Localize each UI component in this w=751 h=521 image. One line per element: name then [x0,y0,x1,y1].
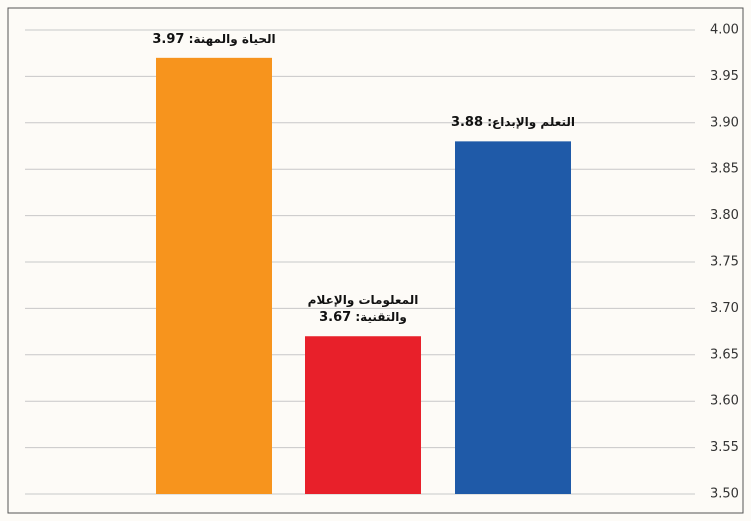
bar [455,141,571,495]
bar-label: المعلومات والإعلام والتقنية: 3.67 [303,292,423,326]
y-tick-label: 3.85 [710,162,739,177]
y-tick-label: 3.50 [710,487,739,502]
value-label: 3.88 [450,115,484,131]
category-label: التعلم والإبداع: [487,115,576,130]
y-tick-label: 3.65 [710,347,739,362]
value-label: 3.67 [319,310,352,326]
y-tick-label: 3.80 [710,208,739,223]
value-label: 3.97 [152,31,185,47]
y-tick-label: 3.55 [710,440,739,455]
y-tick-label: 3.60 [710,394,739,409]
y-tick-label: 3.70 [710,301,739,316]
category-label: الحياة والمهنة: [188,31,276,46]
y-tick-label: 4.00 [710,23,739,38]
bar-label: التعلم والإبداع: 3.88 [428,114,598,131]
bar-label: الحياة والمهنة: 3.97 [129,31,299,48]
frame [7,7,744,514]
category-label: المعلومات والإعلام والتقنية: [307,293,419,325]
bar [156,57,272,495]
y-tick-label: 3.75 [710,255,739,270]
y-tick-label: 3.95 [710,69,739,84]
bar [305,336,421,494]
y-tick-label: 3.90 [710,115,739,130]
